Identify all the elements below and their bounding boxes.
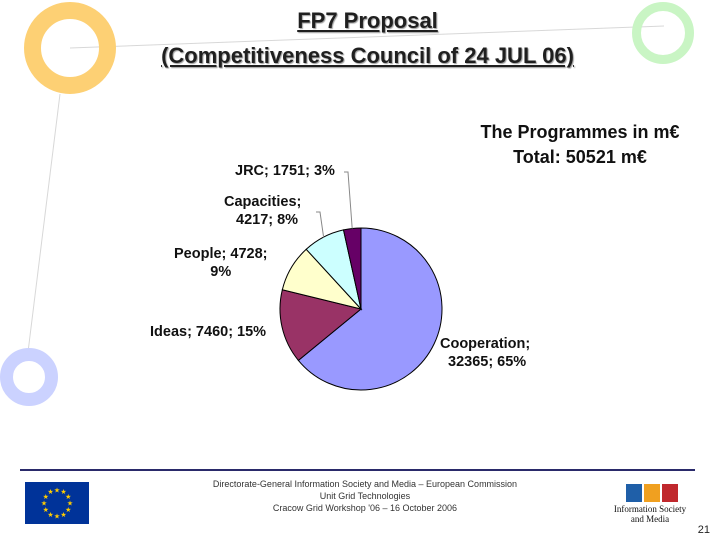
chart-title: The Programmes in m€ <box>480 122 680 142</box>
eu-star-icon: ★ <box>54 487 60 495</box>
leader-line-capacities <box>316 211 325 238</box>
logo-text-line1: Information Society <box>613 504 687 514</box>
eu-star-icon: ★ <box>47 488 53 496</box>
eu-star-icon: ★ <box>65 493 71 501</box>
logo-text-line2: and Media <box>630 514 670 524</box>
logo-tile-2-icon <box>644 484 660 502</box>
slice-label-capacities-line1: Capacities; <box>224 194 302 210</box>
eu-star-icon: ★ <box>60 488 66 496</box>
slice-label-people-line2: 9% <box>210 264 232 280</box>
eu-star-icon: ★ <box>60 511 66 519</box>
information-society-logo: Information Society and Media <box>612 484 688 526</box>
slice-label-jrc-line1: JRC; 1751; 3% <box>235 163 335 179</box>
slice-label-capacities-line2: 4217; 8% <box>236 212 299 228</box>
slice-label-cooperation-line1: Cooperation; <box>440 336 531 352</box>
slice-label-jrc: JRC; 1751; 3% <box>235 162 335 180</box>
eu-star-icon: ★ <box>65 506 71 514</box>
leader-line-jrc <box>344 171 353 229</box>
slice-label-capacities: Capacities; 4217; 8% <box>224 193 301 229</box>
footer-divider <box>20 469 695 471</box>
eu-star-icon: ★ <box>43 506 49 514</box>
eu-star-icon: ★ <box>41 500 47 508</box>
eu-star-icon: ★ <box>67 500 73 508</box>
logo-tile-3-icon <box>662 484 678 502</box>
slide-title: FP7 Proposal <box>297 8 438 33</box>
decor-ring-green <box>632 2 694 64</box>
decor-line-top <box>69 25 665 49</box>
slice-label-cooperation: Cooperation; 32365; 65% <box>440 335 530 371</box>
pie-slice-ideas <box>279 289 363 362</box>
slice-label-ideas: Ideas; 7460; 15% <box>150 323 266 341</box>
slice-label-people-line1: People; 4728; <box>174 246 268 262</box>
eu-flag-logo: ★ ★ ★ ★ ★ ★ ★ ★ ★ ★ ★ ★ <box>25 482 89 524</box>
chart-total: Total: 50521 m€ <box>513 147 647 167</box>
eu-star-icon: ★ <box>47 511 53 519</box>
slice-label-ideas-line1: Ideas; 7460; 15% <box>150 324 267 340</box>
pie-slice-cooperation <box>297 227 443 391</box>
eu-star-icon: ★ <box>43 493 49 501</box>
slide-subtitle: (Competitiveness Council of 24 JUL 06) <box>161 43 574 68</box>
page-number: 21 <box>697 524 710 536</box>
footer-line-3: Cracow Grid Workshop '06 – 16 October 20… <box>272 503 458 513</box>
slice-label-people: People; 4728; 9% <box>174 245 268 281</box>
footer-line-2: Unit Grid Technologies <box>319 491 411 501</box>
slice-label-cooperation-line2: 32365; 65% <box>448 354 527 370</box>
footer-line-1: Directorate-General Information Society … <box>212 479 518 489</box>
logo-tile-1-icon <box>626 484 642 502</box>
eu-stars-icon: ★ ★★★★★★★★★★★ <box>41 487 73 521</box>
eu-star-icon: ★ <box>54 513 60 521</box>
decor-line-left <box>27 93 61 353</box>
